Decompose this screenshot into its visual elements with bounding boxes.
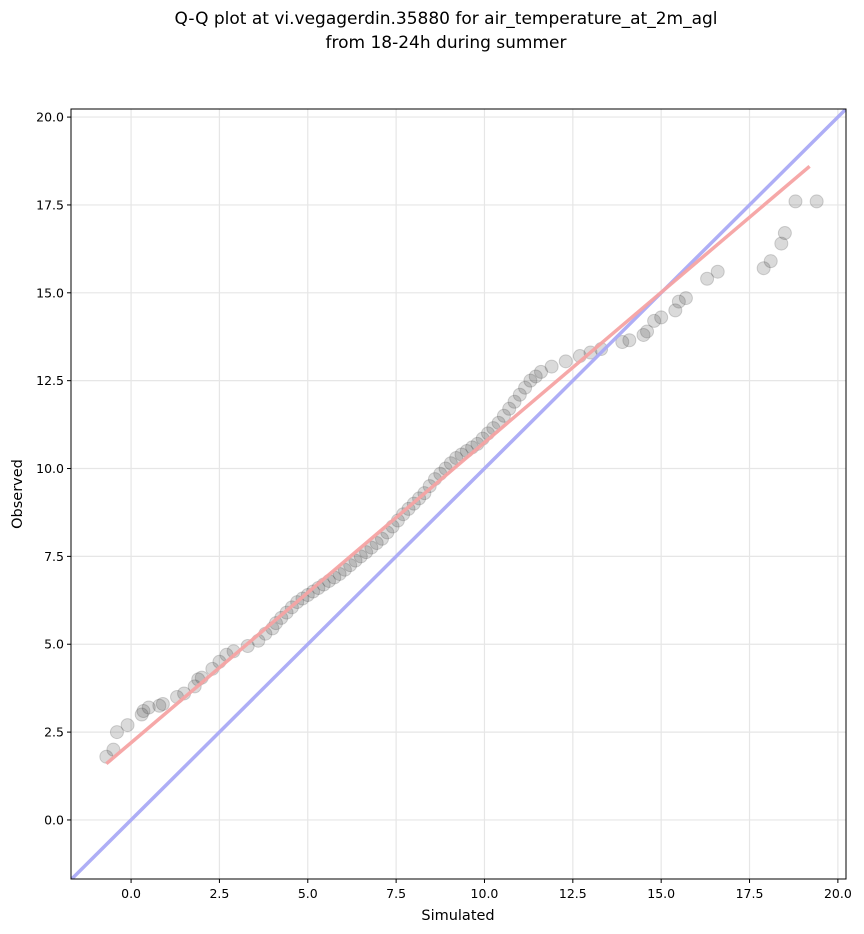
- y-tick-label: 17.5: [36, 197, 64, 212]
- y-tick-label: 15.0: [36, 285, 64, 300]
- x-tick-label: 0.0: [121, 886, 141, 901]
- point: [369, 536, 384, 551]
- point: [512, 387, 527, 402]
- point: [528, 369, 543, 384]
- x-tick-label: 12.5: [559, 886, 587, 901]
- x-tick-label: 7.5: [386, 886, 406, 901]
- point: [777, 226, 792, 241]
- chart-title: from 18-24h during summer: [326, 33, 567, 53]
- point: [141, 700, 156, 715]
- x-tick-label: 10.0: [471, 886, 499, 901]
- plot-area: [71, 109, 846, 879]
- point: [668, 303, 683, 318]
- x-axis-label: Simulated: [421, 908, 494, 924]
- point: [615, 335, 630, 350]
- point: [774, 236, 789, 251]
- point: [518, 380, 533, 395]
- point: [710, 264, 725, 279]
- chart-title: Q-Q plot at vi.vegagerdin.35880 for air_…: [174, 9, 717, 29]
- point: [155, 696, 170, 711]
- point: [523, 373, 538, 388]
- point: [134, 707, 149, 722]
- point: [763, 254, 778, 269]
- point: [152, 698, 167, 713]
- y-tick-label: 10.0: [36, 461, 64, 476]
- fit-line: [105, 164, 811, 766]
- y-axis-label: Observed: [10, 459, 26, 529]
- x-tick-label: 2.5: [209, 886, 229, 901]
- point: [496, 408, 511, 423]
- point: [544, 359, 559, 374]
- y-tick-label: 12.5: [36, 373, 64, 388]
- point: [364, 540, 379, 555]
- y-tick-label: 2.5: [44, 725, 64, 740]
- point: [422, 479, 437, 494]
- point: [700, 271, 715, 286]
- point: [671, 294, 686, 309]
- x-tick-label: 5.0: [298, 886, 318, 901]
- reference-line: [71, 109, 846, 879]
- x-tick-label: 17.5: [736, 886, 764, 901]
- point: [507, 394, 522, 409]
- y-tick-label: 7.5: [44, 549, 64, 564]
- point: [647, 313, 662, 328]
- point: [120, 718, 135, 733]
- point: [502, 401, 517, 416]
- point: [654, 310, 669, 325]
- point: [359, 545, 374, 560]
- point: [353, 549, 368, 564]
- point: [809, 194, 824, 209]
- x-tick-label: 15.0: [647, 886, 675, 901]
- plot-frame: [70, 108, 847, 880]
- x-tick-label: 20.0: [824, 886, 852, 901]
- point: [636, 327, 651, 342]
- point: [678, 291, 693, 306]
- y-tick-label: 20.0: [36, 110, 64, 125]
- point: [558, 354, 573, 369]
- y-tick-label: 0.0: [44, 812, 64, 827]
- point: [788, 194, 803, 209]
- point: [136, 704, 151, 719]
- point: [640, 324, 655, 339]
- point: [622, 333, 637, 348]
- y-tick-label: 5.0: [44, 637, 64, 652]
- point: [534, 364, 549, 379]
- point: [374, 531, 389, 546]
- point: [109, 725, 124, 740]
- point: [756, 261, 771, 276]
